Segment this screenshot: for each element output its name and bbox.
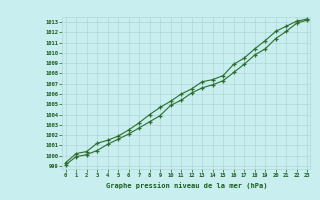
X-axis label: Graphe pression niveau de la mer (hPa): Graphe pression niveau de la mer (hPa) [106, 182, 267, 189]
